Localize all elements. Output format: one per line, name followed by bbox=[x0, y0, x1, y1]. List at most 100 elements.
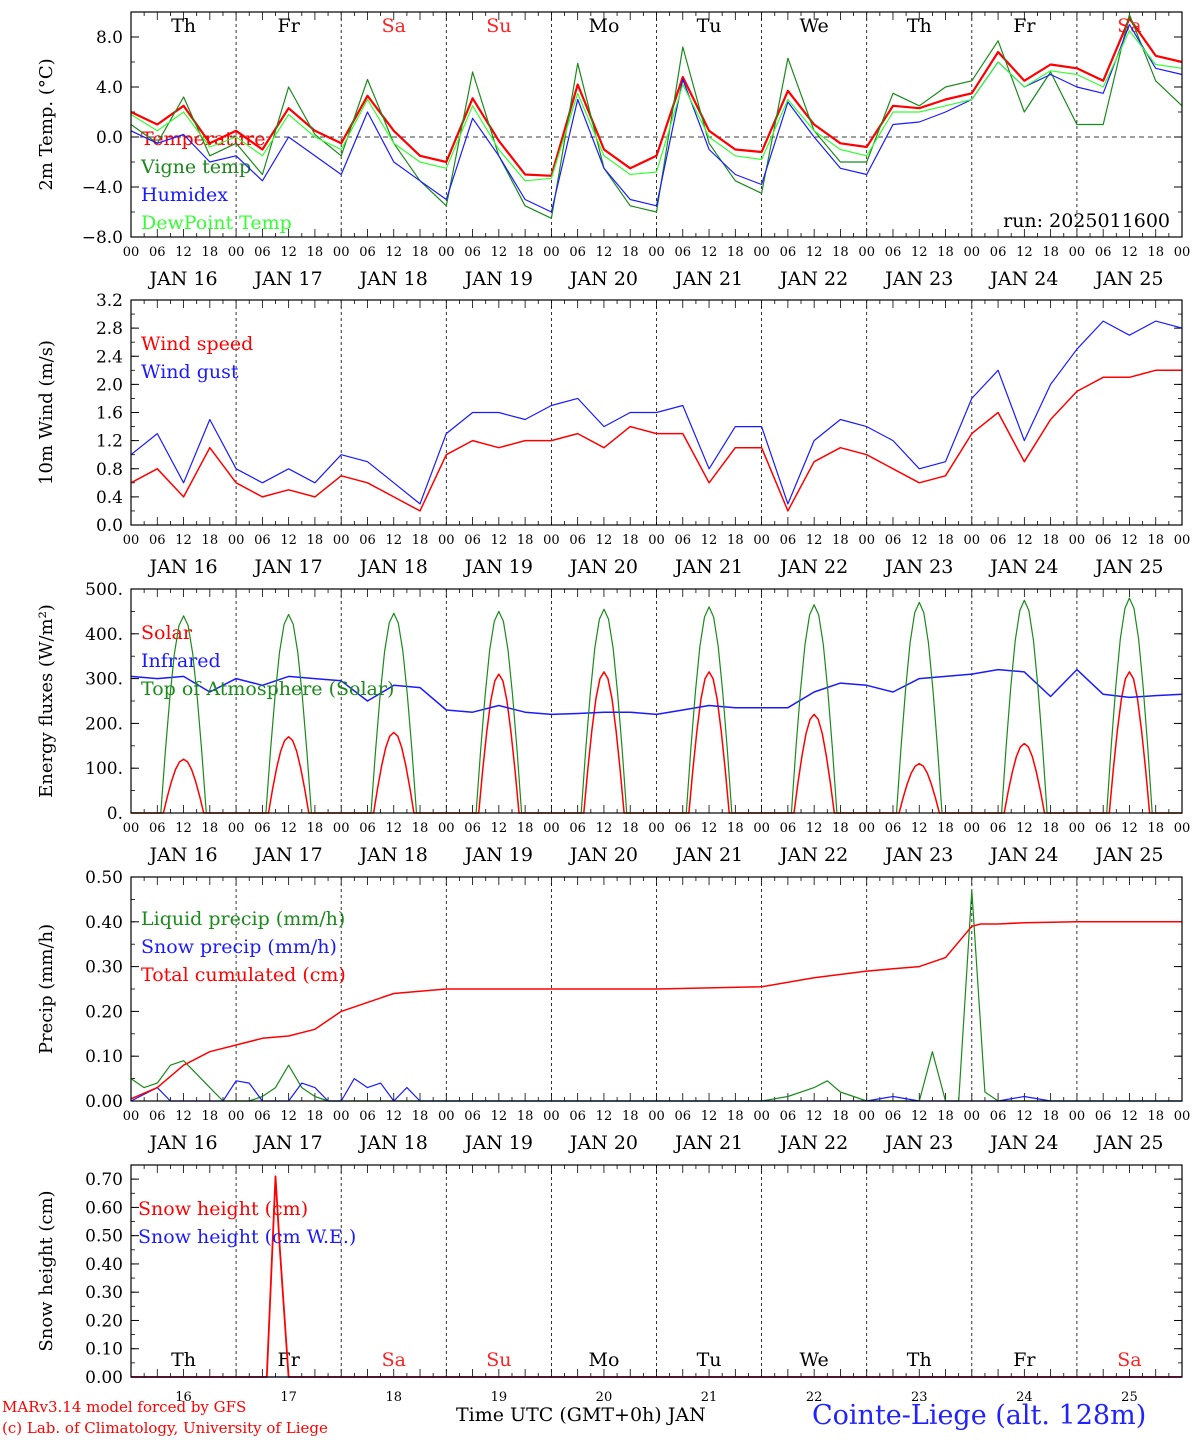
hour-tick-label: 06 bbox=[885, 1109, 902, 1124]
hour-tick-label: 18 bbox=[202, 1109, 219, 1124]
y-tick-label: 4.0 bbox=[96, 78, 123, 98]
hour-tick-label: 12 bbox=[596, 245, 613, 260]
hour-tick-label: 18 bbox=[622, 533, 639, 548]
hour-tick-label: 06 bbox=[1095, 1109, 1112, 1124]
hour-tick-label: 06 bbox=[569, 245, 586, 260]
hour-tick-label: 00 bbox=[858, 245, 875, 260]
hour-tick-label: 18 bbox=[517, 1109, 534, 1124]
hour-tick-label: 18 bbox=[1042, 821, 1059, 836]
hour-tick-label: 18 bbox=[1042, 533, 1059, 548]
hour-tick-label: 00 bbox=[753, 533, 770, 548]
hour-tick-label: 06 bbox=[990, 821, 1007, 836]
day-number-label: 24 bbox=[1016, 1390, 1033, 1405]
hour-tick-label: 06 bbox=[990, 533, 1007, 548]
hour-tick-label: 06 bbox=[464, 1109, 481, 1124]
y-axis-label: 10m Wind (m/s) bbox=[36, 340, 57, 485]
legend-entry: Top of Atmosphere (Solar) bbox=[141, 678, 394, 700]
panel-frame bbox=[130, 1164, 1183, 1378]
day-number-label: 19 bbox=[491, 1390, 508, 1405]
legend-entry: Solar bbox=[141, 622, 193, 644]
y-tick-label: 100. bbox=[85, 759, 123, 779]
hour-tick-label: 00 bbox=[648, 533, 665, 548]
hour-tick-label: 12 bbox=[701, 821, 718, 836]
series-line-total-cumulated-cm bbox=[130, 921, 1182, 1100]
hour-tick-label: 12 bbox=[1121, 245, 1138, 260]
series-line-temperature bbox=[130, 17, 1183, 177]
hour-tick-label: 06 bbox=[780, 245, 797, 260]
hour-tick-label: 00 bbox=[753, 821, 770, 836]
y-tick-label: 0.50 bbox=[85, 868, 123, 888]
hour-tick-label: 00 bbox=[438, 821, 455, 836]
date-label: JAN 25 bbox=[1093, 268, 1163, 290]
weekday-label: Sa bbox=[1117, 1349, 1141, 1371]
hour-tick-label: 00 bbox=[438, 245, 455, 260]
hour-tick-label: 00 bbox=[123, 245, 140, 260]
hour-tick-label: 06 bbox=[1095, 245, 1112, 260]
legend-entry: Total cumulated (cm) bbox=[141, 964, 346, 986]
y-tick-label: 8.0 bbox=[96, 28, 123, 48]
hour-tick-label: 18 bbox=[307, 1109, 324, 1124]
hour-tick-label: 00 bbox=[1174, 1109, 1191, 1124]
hour-tick-label: 18 bbox=[622, 821, 639, 836]
hour-tick-label: 12 bbox=[806, 821, 823, 836]
date-label: JAN 16 bbox=[147, 844, 217, 866]
hour-tick-label: 00 bbox=[333, 533, 350, 548]
date-label: JAN 18 bbox=[358, 556, 428, 578]
hour-tick-label: 06 bbox=[990, 245, 1007, 260]
hour-tick-label: 00 bbox=[438, 1109, 455, 1124]
hour-tick-label: 00 bbox=[123, 821, 140, 836]
hour-tick-label: 00 bbox=[543, 1109, 560, 1124]
panel-frame bbox=[130, 11, 1183, 238]
date-label: JAN 21 bbox=[673, 844, 743, 866]
hour-tick-label: 18 bbox=[202, 533, 219, 548]
date-label: JAN 22 bbox=[778, 844, 848, 866]
series-line-dewpoint-temp bbox=[130, 30, 1183, 182]
hour-tick-label: 00 bbox=[964, 533, 981, 548]
date-label: JAN 22 bbox=[778, 1132, 848, 1154]
hour-tick-label: 12 bbox=[280, 533, 297, 548]
day-number-label: 21 bbox=[701, 1390, 718, 1405]
legend-entry: Humidex bbox=[141, 184, 228, 206]
hour-tick-label: 12 bbox=[806, 533, 823, 548]
hour-tick-label: 18 bbox=[937, 245, 954, 260]
day-number-label: 25 bbox=[1121, 1390, 1138, 1405]
date-label: JAN 23 bbox=[883, 268, 953, 290]
hour-tick-label: 06 bbox=[675, 245, 692, 260]
date-label: JAN 21 bbox=[673, 268, 743, 290]
hour-tick-label: 12 bbox=[280, 245, 297, 260]
hour-tick-label: 06 bbox=[780, 1109, 797, 1124]
hour-tick-label: 00 bbox=[228, 1109, 245, 1124]
hour-tick-label: 12 bbox=[491, 245, 508, 260]
hour-tick-label: 00 bbox=[964, 245, 981, 260]
hour-tick-label: 06 bbox=[885, 245, 902, 260]
weekday-label: Mo bbox=[588, 15, 619, 37]
y-tick-label: 1.6 bbox=[96, 404, 123, 424]
legend-entry: Snow height (cm W.E.) bbox=[138, 1226, 356, 1248]
hour-tick-label: 00 bbox=[858, 1109, 875, 1124]
hour-tick-label: 12 bbox=[596, 1109, 613, 1124]
hour-tick-label: 18 bbox=[307, 533, 324, 548]
hour-tick-label: 12 bbox=[1016, 1109, 1033, 1124]
date-label: JAN 16 bbox=[147, 268, 217, 290]
y-tick-label: 0. bbox=[107, 804, 123, 824]
hour-tick-label: 06 bbox=[149, 1109, 166, 1124]
hour-tick-label: 12 bbox=[280, 1109, 297, 1124]
hour-tick-label: 06 bbox=[254, 245, 271, 260]
y-tick-label: 0.0 bbox=[96, 516, 123, 536]
weekday-label: Fr bbox=[1013, 15, 1036, 37]
hour-tick-label: 06 bbox=[149, 245, 166, 260]
series-line-humidex bbox=[130, 23, 1183, 213]
weekday-label: Su bbox=[486, 1349, 511, 1371]
weekday-label: Sa bbox=[382, 15, 406, 37]
hour-tick-label: 06 bbox=[149, 821, 166, 836]
hour-tick-label: 06 bbox=[254, 821, 271, 836]
hour-tick-label: 12 bbox=[1121, 533, 1138, 548]
hour-tick-label: 18 bbox=[307, 245, 324, 260]
hour-tick-label: 12 bbox=[175, 1109, 192, 1124]
hour-tick-label: 18 bbox=[517, 821, 534, 836]
hour-tick-label: 18 bbox=[412, 245, 429, 260]
hour-tick-label: 00 bbox=[543, 533, 560, 548]
hour-tick-label: 00 bbox=[543, 821, 560, 836]
hour-tick-label: 00 bbox=[1069, 533, 1086, 548]
y-tick-label: 0.10 bbox=[85, 1047, 123, 1067]
